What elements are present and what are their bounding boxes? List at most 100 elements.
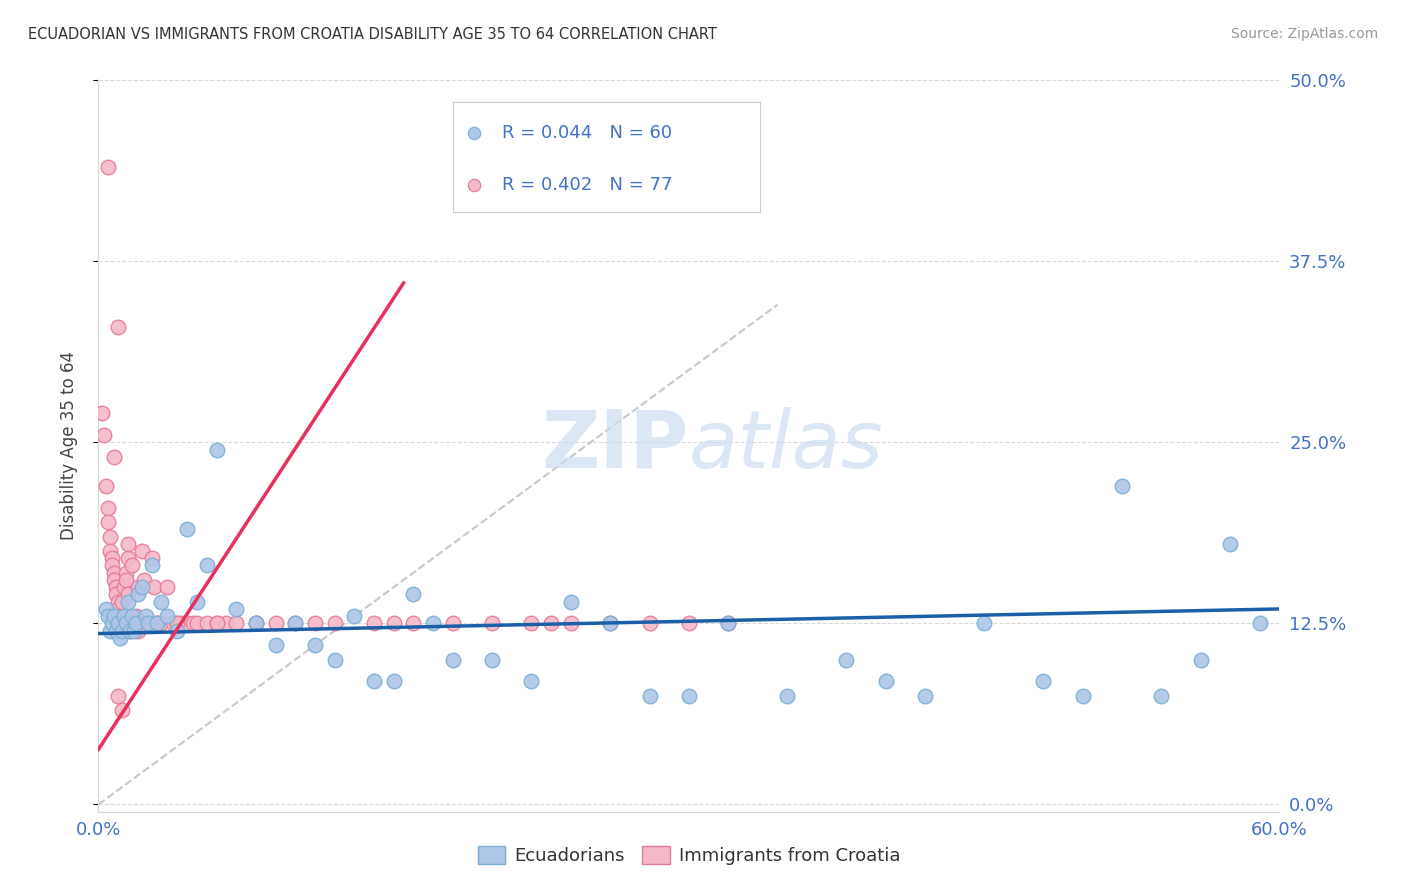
- Point: [973, 616, 995, 631]
- Point: [150, 595, 173, 609]
- Point: [520, 616, 543, 631]
- Point: [225, 616, 247, 631]
- Point: [481, 616, 503, 631]
- Point: [304, 638, 326, 652]
- Point: [441, 653, 464, 667]
- Point: [96, 479, 118, 493]
- Point: [284, 616, 307, 631]
- Point: [103, 573, 125, 587]
- Point: [156, 609, 179, 624]
- Point: [205, 616, 228, 631]
- Point: [323, 653, 346, 667]
- Point: [97, 609, 120, 624]
- Point: [141, 551, 163, 566]
- Point: [117, 551, 139, 566]
- Point: [176, 616, 198, 631]
- Point: [560, 595, 582, 609]
- Point: [131, 544, 153, 558]
- Point: [638, 616, 661, 631]
- Point: [835, 653, 858, 667]
- Text: atlas: atlas: [689, 407, 884, 485]
- Point: [118, 624, 141, 638]
- Point: [146, 616, 169, 631]
- Point: [481, 653, 503, 667]
- Point: [105, 624, 128, 638]
- Y-axis label: Disability Age 35 to 64: Disability Age 35 to 64: [59, 351, 77, 541]
- Point: [1111, 479, 1133, 493]
- Point: [205, 442, 228, 457]
- Point: [245, 616, 267, 631]
- Point: [91, 406, 114, 420]
- Point: [105, 587, 128, 601]
- Point: [215, 616, 238, 631]
- Point: [264, 616, 287, 631]
- Point: [103, 450, 125, 464]
- Point: [186, 595, 208, 609]
- Point: [441, 616, 464, 631]
- Point: [1249, 616, 1271, 631]
- Point: [112, 616, 135, 631]
- Point: [402, 616, 425, 631]
- Point: [176, 522, 198, 536]
- Point: [363, 674, 385, 689]
- Point: [122, 624, 145, 638]
- Point: [1189, 653, 1212, 667]
- Point: [131, 580, 153, 594]
- Point: [141, 558, 163, 573]
- Point: [121, 558, 143, 573]
- Point: [225, 602, 247, 616]
- Point: [111, 703, 134, 717]
- Point: [150, 616, 173, 631]
- Point: [105, 580, 128, 594]
- Point: [117, 587, 139, 601]
- Point: [127, 624, 149, 638]
- Point: [304, 616, 326, 631]
- Point: [142, 580, 165, 594]
- Point: [166, 616, 188, 631]
- Point: [98, 624, 121, 638]
- Point: [638, 689, 661, 703]
- Text: ECUADORIAN VS IMMIGRANTS FROM CROATIA DISABILITY AGE 35 TO 64 CORRELATION CHART: ECUADORIAN VS IMMIGRANTS FROM CROATIA DI…: [28, 27, 717, 42]
- Point: [195, 558, 218, 573]
- Point: [101, 558, 124, 573]
- Point: [112, 609, 135, 624]
- Point: [323, 616, 346, 631]
- Point: [127, 580, 149, 594]
- Point: [422, 616, 444, 631]
- Point: [115, 566, 138, 580]
- Legend: Ecuadorians, Immigrants from Croatia: Ecuadorians, Immigrants from Croatia: [471, 838, 907, 872]
- Point: [97, 160, 120, 174]
- Point: [156, 580, 179, 594]
- Point: [111, 616, 134, 631]
- Point: [115, 573, 138, 587]
- Point: [382, 674, 405, 689]
- Point: [93, 428, 115, 442]
- Point: [343, 609, 366, 624]
- Point: [170, 616, 193, 631]
- Point: [560, 616, 582, 631]
- Point: [162, 616, 184, 631]
- Point: [1071, 689, 1094, 703]
- Point: [599, 616, 621, 631]
- Point: [146, 616, 169, 631]
- Point: [195, 616, 218, 631]
- Point: [103, 566, 125, 580]
- Point: [717, 616, 740, 631]
- Point: [97, 515, 120, 529]
- Point: [111, 624, 134, 638]
- Point: [136, 616, 159, 631]
- Point: [520, 674, 543, 689]
- Point: [914, 689, 936, 703]
- Text: Source: ZipAtlas.com: Source: ZipAtlas.com: [1230, 27, 1378, 41]
- Point: [776, 689, 799, 703]
- Point: [98, 544, 121, 558]
- Point: [96, 602, 118, 616]
- Point: [166, 624, 188, 638]
- Point: [101, 551, 124, 566]
- Point: [127, 587, 149, 601]
- Point: [101, 616, 124, 631]
- Point: [1219, 537, 1241, 551]
- Point: [107, 595, 129, 609]
- Point: [136, 616, 159, 631]
- Point: [115, 616, 138, 631]
